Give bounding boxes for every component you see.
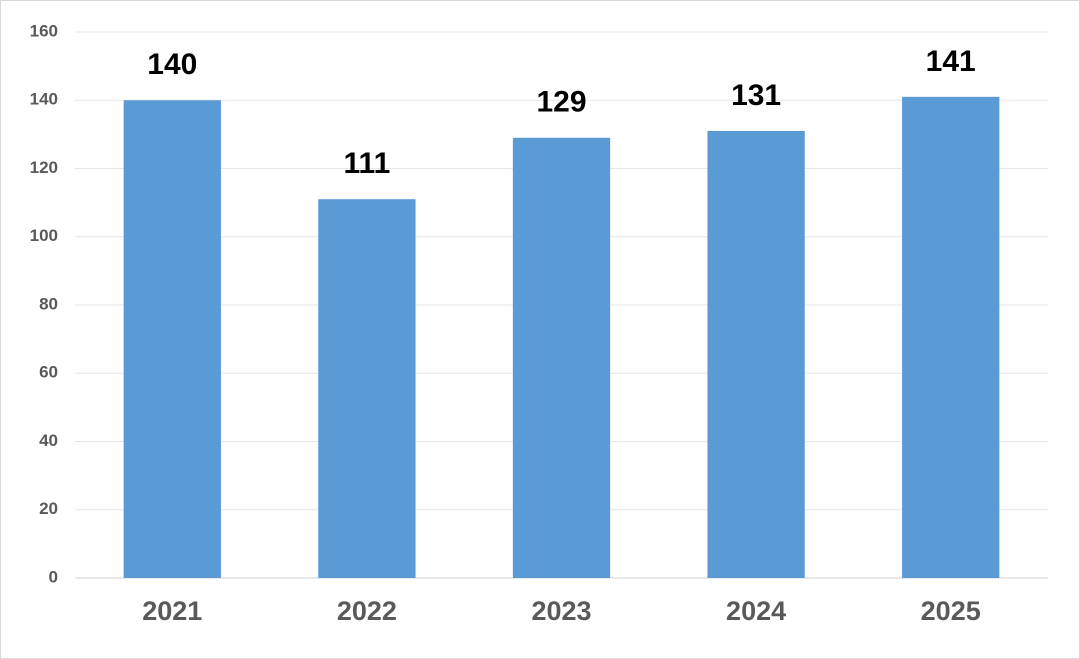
bar — [512, 137, 611, 578]
x-tick-label: 2025 — [921, 596, 981, 626]
x-tick-label: 2021 — [142, 596, 202, 626]
data-label: 129 — [536, 86, 586, 119]
y-tick-label: 60 — [39, 363, 58, 382]
bar — [707, 130, 805, 578]
y-tick-label: 160 — [30, 21, 58, 40]
y-tick-label: 20 — [39, 499, 58, 518]
y-tick-label: 100 — [30, 226, 58, 245]
x-tick-label: 2024 — [726, 596, 786, 626]
bar — [123, 100, 221, 578]
y-tick-label: 120 — [30, 158, 58, 177]
bar — [902, 96, 1000, 579]
y-tick-label: 140 — [30, 90, 58, 109]
data-label: 141 — [926, 45, 976, 78]
data-label: 111 — [344, 147, 391, 180]
y-tick-label: 80 — [39, 294, 58, 313]
bar — [318, 199, 416, 578]
y-tick-label: 40 — [39, 431, 58, 450]
y-tick-label: 0 — [49, 567, 58, 586]
data-label: 131 — [731, 79, 781, 112]
data-label: 140 — [147, 48, 197, 81]
x-tick-label: 2022 — [337, 596, 397, 626]
x-tick-label: 2023 — [531, 596, 591, 626]
